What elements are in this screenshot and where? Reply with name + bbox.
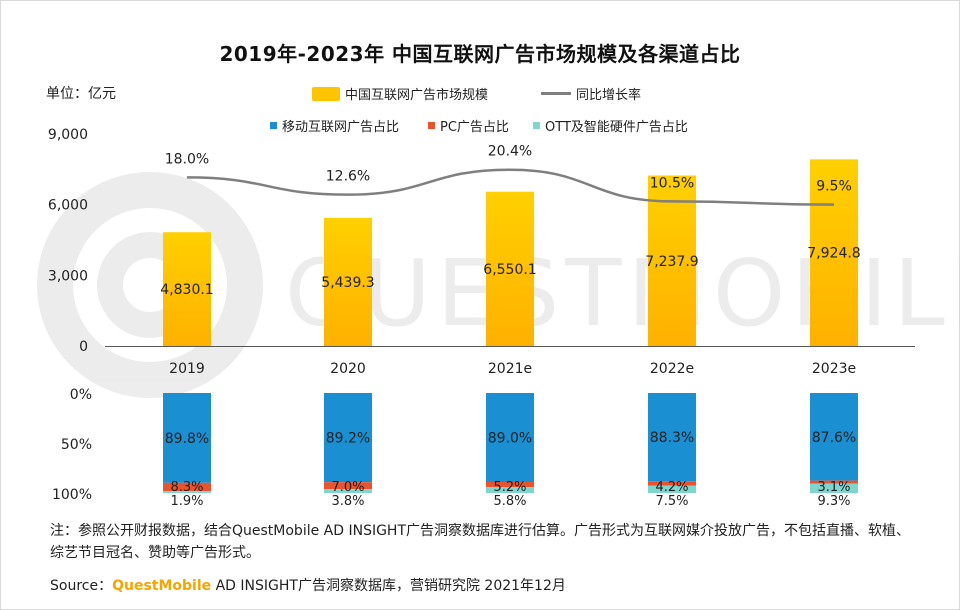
legend-growth: 同比增长率 — [541, 84, 641, 103]
bar-value-label: 7,237.9 — [645, 254, 698, 270]
x-tick-label: 2022e — [650, 361, 694, 377]
x-tick-label: 2020 — [330, 361, 366, 377]
y-tick-label: 0 — [79, 339, 88, 355]
share-segment — [163, 393, 211, 483]
mobile-share-label: 88.3% — [650, 430, 694, 446]
pc-share-label: 3.1% — [817, 480, 850, 495]
share-segment — [810, 480, 858, 484]
market-size-bar — [648, 175, 696, 346]
legend-label-pc: PC广告占比 — [440, 120, 509, 135]
share-segment — [648, 481, 696, 486]
legend-label-growth: 同比增长率 — [576, 88, 642, 103]
legend-swatch-market-size — [312, 86, 340, 101]
mobile-share-label: 87.6% — [812, 430, 856, 446]
bar-value-label: 6,550.1 — [483, 262, 536, 278]
ott-share-label: 7.5% — [655, 494, 688, 509]
market-size-bar — [324, 217, 372, 346]
source-line: Source：QuestMobile AD INSIGHT广告洞察数据库，营销研… — [50, 575, 566, 595]
unit-label: 单位：亿元 — [46, 86, 116, 102]
pc-share-label: 8.3% — [170, 480, 203, 495]
y-tick-label: 6,000 — [48, 198, 88, 214]
ott-share-label: 9.3% — [817, 494, 850, 509]
share-segment — [324, 489, 372, 493]
growth-rate-line — [186, 168, 835, 206]
x-tick-label: 2021e — [488, 361, 532, 377]
y-tick-label: 9,000 — [48, 127, 88, 143]
ott-share-label: 3.8% — [331, 494, 364, 509]
legend-mobile: 移动互联网广告占比 — [270, 116, 399, 135]
share-y-tick-label: 50% — [61, 437, 92, 453]
growth-rate-label: 18.0% — [165, 151, 209, 167]
share-segment — [324, 393, 372, 483]
mobile-share-label: 89.2% — [326, 431, 370, 447]
pc-share-label: 7.0% — [331, 480, 364, 495]
legend-swatch-pc — [428, 122, 435, 129]
market-size-chart: 0 3,000 6,000 9,000 4,830.1 5,439.3 6,550.1 7,2… — [48, 127, 915, 377]
source-brand: QuestMobile — [112, 578, 212, 594]
legend-label-ott: OTT及智能硬件广告占比 — [545, 120, 688, 135]
bar-value-label: 7,924.8 — [807, 246, 860, 262]
growth-rate-label: 20.4% — [488, 144, 532, 160]
growth-rate-label: 9.5% — [816, 179, 852, 195]
legend-swatch-mobile — [270, 122, 277, 129]
market-size-bar — [486, 191, 534, 346]
legend-swatch-ott — [533, 122, 540, 129]
source-rest: AD INSIGHT广告洞察数据库，营销研究院 2021年12月 — [211, 578, 566, 594]
legend-swatch-growth — [541, 92, 571, 95]
share-segment — [324, 482, 372, 490]
mobile-share-label: 89.8% — [165, 431, 209, 447]
legend-pc: PC广告占比 — [428, 116, 509, 135]
share-segment — [163, 491, 211, 493]
x-tick-label: 2019 — [169, 361, 205, 377]
share-segment — [486, 487, 534, 493]
market-size-bar — [163, 232, 211, 346]
x-tick-label: 2023e — [812, 361, 856, 377]
share-segment — [486, 393, 534, 482]
mobile-share-label: 89.0% — [488, 431, 532, 447]
footnote: 注：参照公开财报数据，结合QuestMobile AD INSIGHT广告洞察数… — [50, 523, 911, 561]
channel-share-chart: 0% 50% 100% 89.8% 8.3%1.9% 89.2% 7.0%3.8% 89.0%… — [52, 387, 858, 509]
ott-share-label: 1.9% — [170, 494, 203, 509]
share-segment — [648, 393, 696, 482]
legend-label-market-size: 中国互联网广告市场规模 — [345, 88, 489, 103]
growth-rate-label: 12.6% — [326, 169, 370, 185]
chart-title: 2019年-2023年 中国互联网广告市场规模及各渠道占比 — [219, 42, 741, 66]
pc-share-label: 5.2% — [493, 480, 526, 495]
share-segment — [810, 483, 858, 493]
legend-market-size: 中国互联网广告市场规模 — [312, 84, 488, 103]
share-segment — [163, 482, 211, 492]
y-tick-label: 3,000 — [48, 268, 88, 284]
growth-rate-label: 10.5% — [650, 175, 694, 191]
bar-value-label: 4,830.1 — [160, 282, 213, 298]
pc-share-label: 4.2% — [655, 480, 688, 495]
ott-share-label: 5.8% — [493, 494, 526, 509]
legend-ott: OTT及智能硬件广告占比 — [533, 116, 688, 135]
share-segment — [648, 485, 696, 493]
share-y-tick-label: 100% — [52, 487, 92, 503]
bar-value-label: 5,439.3 — [321, 275, 374, 291]
legend-label-mobile: 移动互联网广告占比 — [282, 120, 400, 135]
share-segment — [810, 393, 858, 481]
share-segment — [486, 482, 534, 488]
source-prefix: Source： — [50, 578, 113, 594]
share-y-tick-label: 0% — [70, 387, 92, 403]
market-size-bar — [810, 159, 858, 346]
